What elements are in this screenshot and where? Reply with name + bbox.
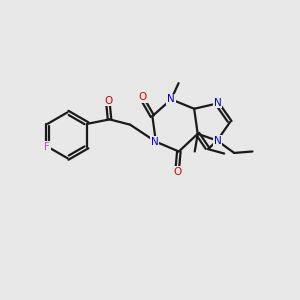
- Text: N: N: [214, 136, 222, 146]
- Text: N: N: [151, 137, 158, 147]
- Text: O: O: [173, 167, 181, 177]
- Text: O: O: [104, 95, 112, 106]
- Text: N: N: [214, 98, 222, 108]
- Text: O: O: [139, 92, 147, 102]
- Text: N: N: [167, 94, 175, 104]
- Text: F: F: [44, 142, 50, 152]
